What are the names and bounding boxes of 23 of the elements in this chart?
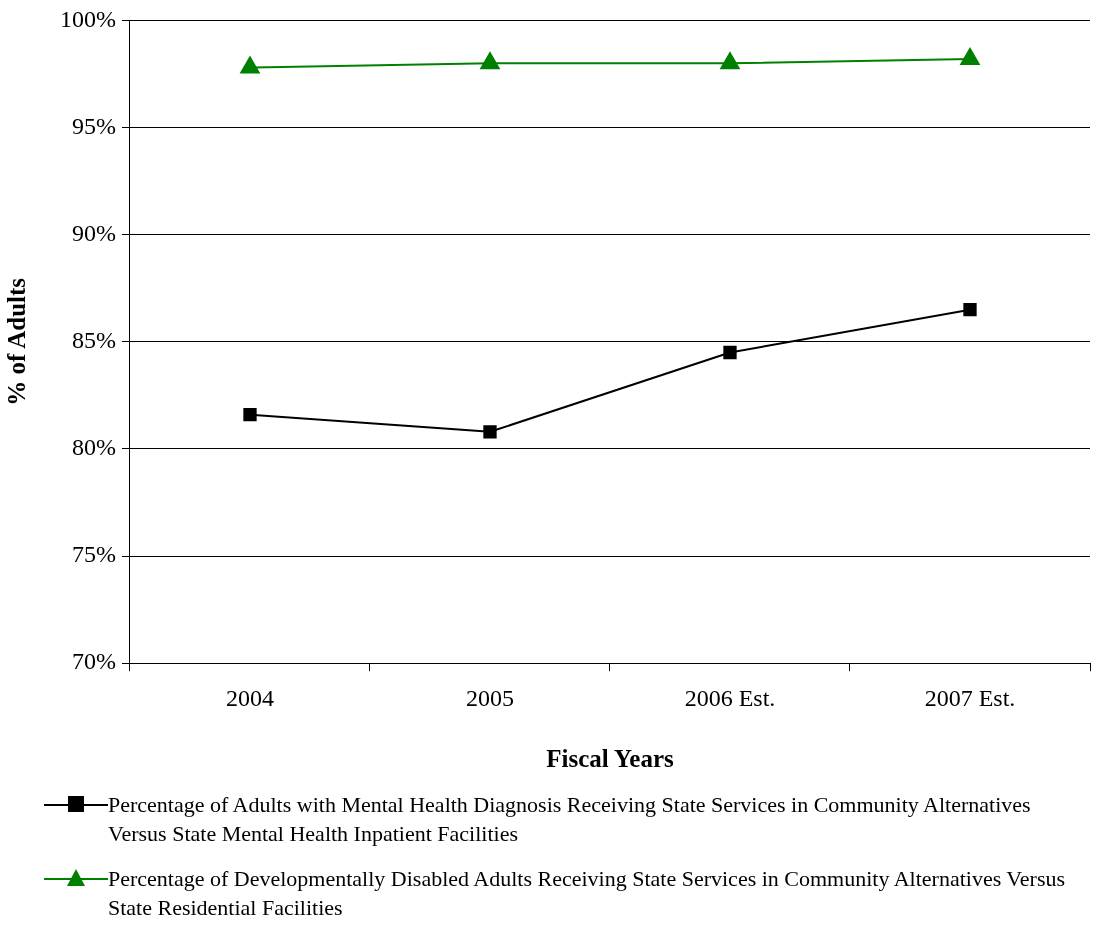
point — [240, 56, 260, 74]
y-tick-label: 85% — [71, 327, 116, 354]
point — [960, 47, 980, 65]
x-tick-label: 2004 — [225, 684, 274, 711]
y-axis-title: % of Adults — [3, 277, 31, 406]
point — [963, 303, 977, 317]
legend-label: Percentage of Adults with Mental Health Diagnosis Receiving State Services in Community Alternatives Versus State Mental Health Inpatient Facilities — [108, 791, 1032, 848]
y-tick-label: 80% — [71, 434, 116, 461]
x-tick-label: 2006 Est. — [684, 684, 776, 711]
point — [243, 407, 257, 422]
y-tick-label: 100% — [59, 5, 116, 32]
x-tick-label: 2007 Est. — [924, 684, 1016, 711]
y-tick-label: 95% — [71, 112, 116, 139]
x-axis-title: Fiscal Years — [546, 745, 675, 773]
point — [720, 52, 740, 70]
point — [480, 52, 500, 70]
y-tick-label: 70% — [71, 648, 116, 675]
x-tick-label: 2005 — [466, 684, 514, 711]
y-tick-label: 75% — [71, 541, 116, 568]
point — [723, 345, 737, 360]
y-tick-label: 90% — [71, 219, 116, 246]
point — [483, 425, 497, 439]
legend-label: Percentage of Developmentally Disabled Adults Receiving State Services in Community Alternatives Versus State Residential Facilities — [108, 865, 1066, 922]
